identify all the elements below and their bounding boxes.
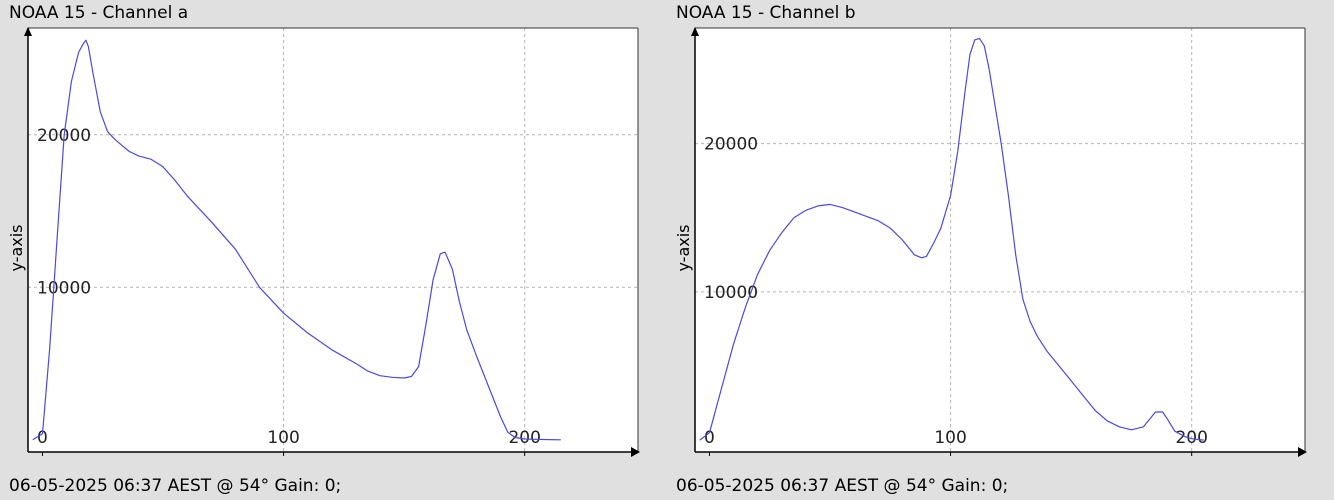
x-tick-label: 0	[37, 428, 48, 448]
y-axis-arrow-icon	[24, 27, 32, 36]
y-axis-title: y-axis	[674, 224, 693, 271]
line-chart-channel-b: 0 100 200 10000 20000 y-axis	[674, 27, 1307, 457]
plot-area	[695, 28, 1305, 452]
chart-footer-status: 06-05-2025 06:37 AEST @ 54° Gain: 0;	[676, 476, 1009, 496]
x-tick-label: 200	[1175, 428, 1207, 448]
series-line	[699, 37, 1204, 441]
chart-panel-channel-b: NOAA 15 - Channel b 0 100 200 10000 20000 y-a…	[667, 0, 1334, 500]
y-axis-title: y-axis	[7, 224, 26, 271]
x-tick-label: 0	[704, 428, 715, 448]
chart-footer-status: 06-05-2025 06:37 AEST @ 54° Gain: 0;	[9, 476, 342, 496]
plot-area	[28, 28, 638, 452]
series-line	[32, 39, 561, 441]
x-axis-arrow-icon	[1298, 447, 1307, 457]
y-tick-label: 10000	[37, 278, 91, 298]
chart-title: NOAA 15 - Channel a	[9, 3, 189, 23]
chart-title: NOAA 15 - Channel b	[676, 3, 856, 23]
x-tick-label: 100	[934, 428, 966, 448]
x-axis-arrow-icon	[631, 447, 640, 457]
chart-panel-channel-a: NOAA 15 - Channel a 0 100 200 10000 20000 y-a…	[7, 3, 640, 496]
y-axis-arrow-icon	[691, 27, 699, 36]
x-tick-label: 200	[508, 428, 540, 448]
x-tick-label: 100	[267, 428, 299, 448]
y-tick-label: 10000	[704, 283, 758, 303]
y-tick-label: 20000	[704, 135, 758, 155]
